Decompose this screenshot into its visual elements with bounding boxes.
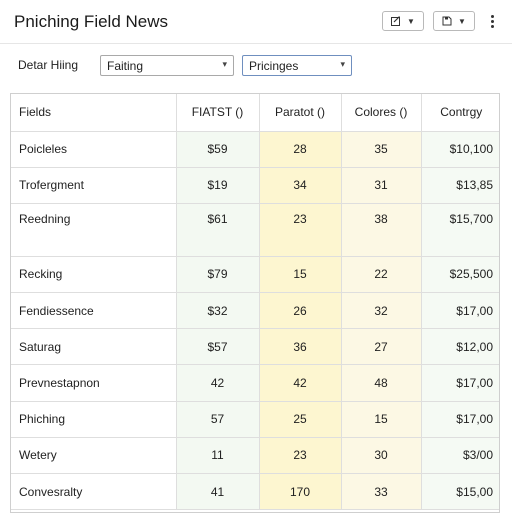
page-title: Pniching Field News [14, 12, 169, 31]
cell-colores: 32 [341, 292, 422, 330]
cell-colores: 30 [341, 437, 422, 475]
cell-colores: 27 [341, 328, 422, 366]
cell-fiatst: $61 [176, 203, 260, 257]
cell-fiatst: 42 [176, 364, 260, 402]
cell-paratot: 26 [259, 292, 342, 330]
table-row[interactable]: Prevnestapnon 42 42 48 $17,00 [11, 364, 499, 402]
cell-field-name: Saturag [11, 328, 177, 366]
table-row[interactable]: Reedning $61 23 38 $15,700 [11, 203, 499, 257]
cell-fiatst: $19 [176, 167, 260, 204]
cell-field-name: Recking [11, 256, 177, 294]
column-header[interactable]: Colores () [341, 94, 422, 132]
cell-contrgy: $17,00 [421, 401, 499, 438]
chevron-down-icon: ▼ [407, 16, 415, 26]
cell-contrgy: $15,00 [421, 473, 499, 511]
filter-select-2[interactable]: Pricinges ▾ [242, 55, 352, 76]
filter-select-1[interactable]: Faiting ▾ [100, 55, 234, 76]
table-row[interactable]: Phiching 57 25 15 $17,00 [11, 401, 499, 438]
cell-field-name: Trofergment [11, 167, 177, 204]
cell-colores: 22 [341, 256, 422, 294]
cell-colores: 38 [341, 203, 422, 257]
chevron-down-icon: ▼ [458, 16, 466, 26]
filter-select-1-value: Faiting [107, 59, 144, 73]
table-row[interactable]: Trofergment $19 34 31 $13,85 [11, 167, 499, 204]
cell-fiatst: $57 [176, 328, 260, 366]
cell-contrgy: $17,00 [421, 364, 499, 402]
table-header-row: Fields FIATST () Paratot () Colores () C… [11, 94, 499, 132]
cell-paratot: 42 [259, 364, 342, 402]
cell-contrgy: $17,00 [421, 292, 499, 330]
table-row[interactable]: Convesralty 41 170 33 $15,00 [11, 473, 499, 511]
cell-fiatst: 57 [176, 401, 260, 438]
cell-fiatst: 41 [176, 473, 260, 511]
chevron-down-icon: ▾ [340, 59, 345, 69]
cell-paratot: 25 [259, 401, 342, 438]
column-header[interactable]: Paratot () [259, 94, 342, 132]
cell-field-name: Wetery [11, 437, 177, 475]
cell-field-name: Poicleles [11, 131, 177, 168]
table-row[interactable]: Saturag $57 36 27 $12,00 [11, 328, 499, 366]
edit-icon [391, 16, 401, 26]
cell-colores: 35 [341, 131, 422, 168]
cell-contrgy: $25,500 [421, 256, 499, 294]
cell-field-name: Phiching [11, 401, 177, 438]
cell-contrgy: $15,700 [421, 203, 499, 257]
cell-colores: 15 [341, 401, 422, 438]
cell-colores: 48 [341, 364, 422, 402]
column-header[interactable]: FIATST () [176, 94, 260, 132]
chevron-down-icon: ▾ [222, 59, 227, 69]
save-menu-button[interactable]: ▼ [433, 11, 475, 31]
cell-field-name: Reedning [11, 203, 177, 257]
cell-contrgy: $12,00 [421, 328, 499, 366]
cell-paratot: 34 [259, 167, 342, 204]
cell-field-name: Fendiessence [11, 292, 177, 330]
cell-paratot: 36 [259, 328, 342, 366]
cell-colores: 33 [341, 473, 422, 511]
table-row[interactable]: Recking $79 15 22 $25,500 [11, 256, 499, 294]
cell-contrgy: $10,100 [421, 131, 499, 168]
cell-fiatst: $79 [176, 256, 260, 294]
save-icon [442, 16, 452, 26]
cell-paratot: 23 [259, 203, 342, 257]
data-table: Fields FIATST () Paratot () Colores () C… [10, 93, 500, 513]
filter-bar: Detar Hiing Faiting ▾ Pricinges ▾ [0, 52, 512, 78]
cell-paratot: 28 [259, 131, 342, 168]
cell-fiatst: $32 [176, 292, 260, 330]
cell-field-name: Prevnestapnon [11, 364, 177, 402]
app-header: Pniching Field News ▼ ▼ [0, 0, 512, 44]
table-row[interactable]: Poicleles $59 28 35 $10,100 [11, 131, 499, 168]
filter-select-2-value: Pricinges [249, 59, 299, 73]
cell-colores: 31 [341, 167, 422, 204]
cell-field-name: Convesralty [11, 473, 177, 511]
cell-paratot: 23 [259, 437, 342, 475]
column-header[interactable]: Contrgy [421, 94, 499, 132]
cell-paratot: 170 [259, 473, 342, 511]
cell-fiatst: $59 [176, 131, 260, 168]
edit-menu-button[interactable]: ▼ [382, 11, 424, 31]
table-row[interactable]: Wetery 11 23 30 $3/00 [11, 437, 499, 475]
column-header[interactable]: Fields [11, 94, 177, 132]
cell-paratot: 15 [259, 256, 342, 294]
filter-label: Detar Hiing [18, 58, 79, 72]
cell-contrgy: $3/00 [421, 437, 499, 475]
more-options-icon[interactable] [487, 12, 497, 30]
cell-contrgy: $13,85 [421, 167, 499, 204]
cell-fiatst: 11 [176, 437, 260, 475]
table-row[interactable]: Fendiessence $32 26 32 $17,00 [11, 292, 499, 330]
